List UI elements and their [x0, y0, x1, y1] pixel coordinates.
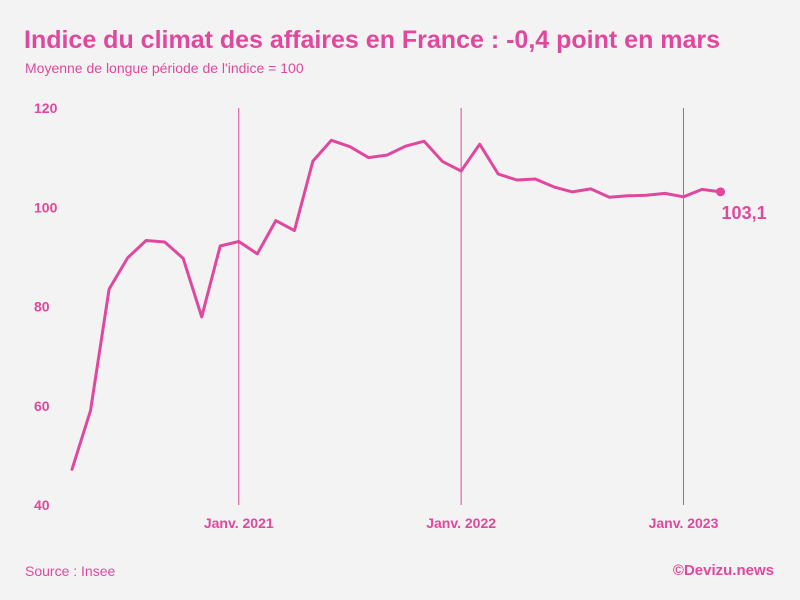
chart-title: Indice du climat des affaires en France …: [24, 26, 721, 54]
x-axis: Janv. 2021 Janv. 2022 Janv. 2023: [204, 515, 719, 531]
y-tick-label: 60: [34, 398, 50, 414]
x-tick-label: Janv. 2023: [649, 515, 719, 531]
source-note: Source : Insee: [25, 563, 116, 579]
y-tick-label: 120: [34, 100, 58, 116]
y-tick-label: 80: [34, 299, 50, 315]
credit-link[interactable]: ©Devizu.news: [672, 562, 774, 579]
vertical-gridlines: [238, 108, 684, 505]
y-axis: 40 60 80 100 120: [34, 100, 58, 513]
y-tick-label: 100: [34, 199, 58, 215]
x-tick-label: Janv. 2021: [204, 515, 274, 531]
chart-subtitle: Moyenne de longue période de l'indice = …: [25, 60, 304, 76]
last-point-marker: [716, 187, 726, 197]
last-value-label: 103,1: [722, 203, 767, 223]
x-tick-label: Janv. 2022: [426, 515, 496, 531]
y-tick-label: 40: [34, 497, 50, 513]
series-layer: 103,1: [70, 138, 767, 471]
series-line: [70, 138, 723, 471]
